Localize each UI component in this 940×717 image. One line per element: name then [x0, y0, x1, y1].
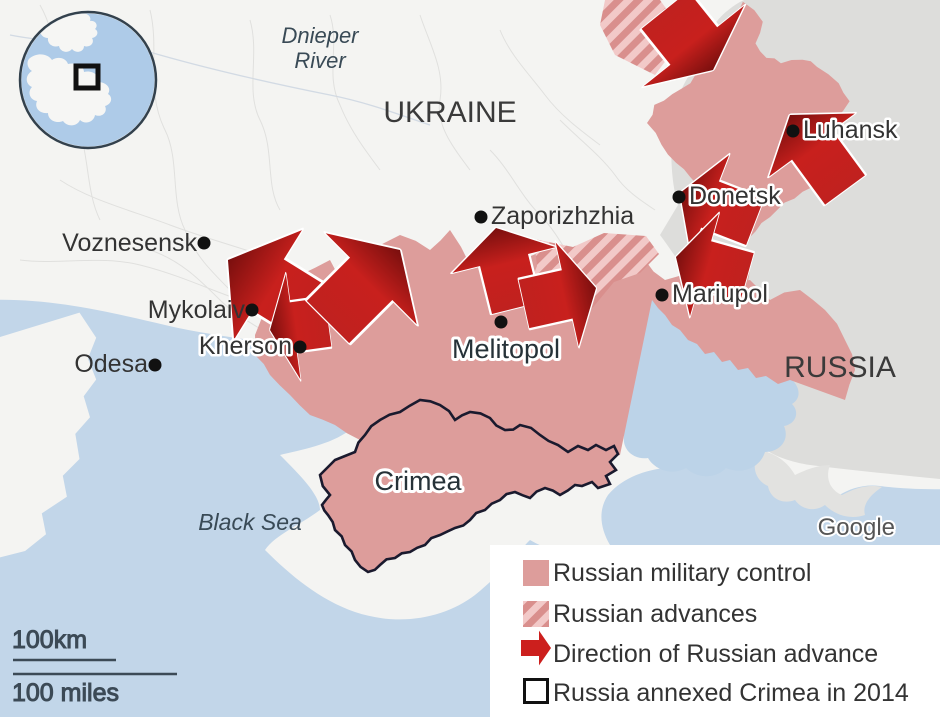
- svg-text:Melitopol: Melitopol: [452, 334, 560, 364]
- svg-text:100km: 100km: [12, 626, 87, 654]
- svg-text:Voznesensk: Voznesensk: [62, 229, 197, 257]
- svg-text:Russian military control: Russian military control: [553, 559, 811, 587]
- svg-text:Kherson: Kherson: [199, 332, 292, 360]
- svg-text:Direction of Russian advance: Direction of Russian advance: [553, 640, 878, 668]
- svg-text:River: River: [294, 48, 347, 73]
- svg-text:Mykolaiv: Mykolaiv: [148, 296, 246, 324]
- svg-text:UKRAINE: UKRAINE: [383, 96, 516, 129]
- svg-text:Zaporizhzhia: Zaporizhzhia: [491, 202, 634, 230]
- svg-text:Luhansk: Luhansk: [803, 116, 898, 144]
- svg-text:Crimea: Crimea: [374, 466, 462, 496]
- svg-text:Russian advances: Russian advances: [553, 600, 757, 628]
- svg-text:100 miles: 100 miles: [12, 679, 119, 707]
- svg-text:Dnieper: Dnieper: [281, 23, 360, 48]
- svg-text:Mariupol: Mariupol: [672, 280, 768, 308]
- svg-text:RUSSIA: RUSSIA: [784, 351, 896, 384]
- svg-text:Russia annexed Crimea in 2014: Russia annexed Crimea in 2014: [553, 679, 909, 707]
- svg-text:Google: Google: [818, 514, 895, 541]
- svg-text:Odesa: Odesa: [74, 350, 148, 378]
- svg-text:Donetsk: Donetsk: [689, 182, 781, 210]
- svg-text:Black Sea: Black Sea: [198, 509, 302, 535]
